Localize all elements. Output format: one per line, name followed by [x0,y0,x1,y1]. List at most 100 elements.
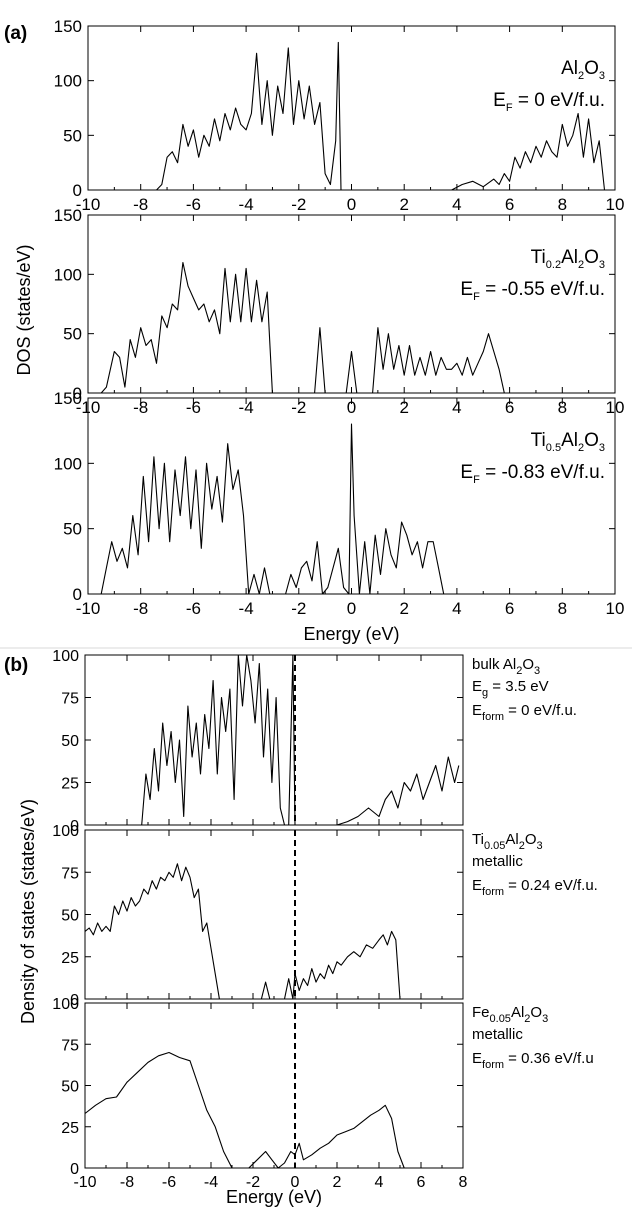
material-label-part: O [530,1004,542,1021]
x-tick-label: -8 [120,1174,134,1191]
material-label-part: Al [561,247,578,268]
y-tick-label: 100 [54,454,82,473]
plot-frame [87,214,616,394]
y-tick-label: 25 [61,776,79,793]
x-tick-label: -10 [76,195,101,214]
y-tick-label: 0 [73,585,82,604]
x-tick-label: 8 [558,195,567,214]
material-label-part: 3 [599,70,605,82]
y-tick-label: 150 [54,17,82,36]
x-tick-label: 2 [399,599,408,618]
material-label: Ti0.2Al2O3 [531,247,605,271]
fermi-energy-label-part: = -0.83 eV/f.u. [480,462,605,483]
x-tick-label: 4 [452,195,461,214]
x-tick-label: -2 [291,398,306,417]
fermi-energy-label-part: F [506,102,513,114]
property-label-part: = 3.5 eV [488,678,548,695]
y-tick-label: 75 [61,691,79,708]
material-label-part: 2 [524,1013,530,1025]
x-tick-label: 6 [505,195,514,214]
material-label: bulk Al2O3 [472,656,540,677]
x-tick-label: -10 [73,1174,96,1191]
formation-energy-label: Eform = 0.24 eV/f.u. [472,877,598,898]
y-tick-label: 0 [70,992,79,1009]
y-tick-label: 0 [70,1161,79,1178]
x-tick-label: -8 [133,195,148,214]
dos-series-line [100,261,510,394]
y-tick-label: 50 [63,325,82,344]
x-tick-label: -6 [186,398,201,417]
panel-b-label: (b) [4,655,28,676]
material-label-part: 0.05 [484,840,505,852]
property-label: metallic [472,853,523,870]
y-tick-label: 50 [63,520,82,539]
x-tick-label: 4 [452,398,461,417]
y-tick-label: 25 [61,1120,79,1137]
property-label-part: metallic [472,853,523,870]
fermi-energy-label: EF = -0.83 eV/f.u. [460,462,605,486]
material-label-part: Ti [531,247,546,268]
property-label-part: metallic [472,1026,523,1043]
fermi-energy-label-part: E [460,279,473,300]
formation-energy-label: Eform = 0 eV/f.u. [472,702,577,723]
plot-frame [84,829,464,1000]
x-tick-label: 0 [347,398,356,417]
fermi-energy-label-part: F [473,291,480,303]
formation-energy-label-part: form [482,886,504,898]
material-label: Fe0.05Al2O3 [472,1004,548,1025]
x-tick-label: 6 [505,599,514,618]
material-label-part: 3 [599,442,605,454]
x-tick-label: -2 [291,599,306,618]
x-tick-label: -4 [239,599,254,618]
material-label: Al2O3 [561,58,605,82]
property-label: metallic [472,1026,523,1043]
dos-series-line [84,863,401,1000]
material-label-part: 2 [578,259,584,271]
x-tick-label: -10 [76,599,101,618]
material-label-part: O [584,247,599,268]
dos-series-line [141,654,460,826]
material-label: Ti0.5Al2O3 [531,430,605,454]
x-tick-label: 0 [347,195,356,214]
material-label-part: 2 [519,840,525,852]
fermi-energy-label: EF = 0 eV/f.u. [493,90,605,114]
x-tick-label: 2 [333,1174,342,1191]
y-tick-label: 0 [70,818,79,835]
y-tick-label: 0 [73,384,82,403]
formation-energy-label-part: form [482,711,504,723]
material-label-part: 2 [516,665,522,677]
x-tick-label: -8 [133,599,148,618]
x-tick-label: 10 [606,195,625,214]
material-label-part: O [522,656,534,673]
formation-energy-label-part: E [472,1050,482,1067]
y-tick-label: 0 [73,181,82,200]
y-tick-label: 75 [61,1037,79,1054]
dos-panel: -10 -8 -6 -4 -2 0 2 4 6 8 10050100150Ti0.5Al2O3EF … [54,389,625,618]
material-label-part: 0.5 [546,442,561,454]
formation-energy-label-part: E [472,877,482,894]
formation-energy-label: Eform = 0.36 eV/f.u [472,1050,594,1071]
material-label-part: 3 [599,259,605,271]
material-label-part: Fe [472,1004,490,1021]
y-tick-label: 50 [61,908,79,925]
formation-energy-label-part: = 0.24 eV/f.u. [504,877,598,894]
y-tick-label: 150 [54,389,82,408]
x-tick-label: -2 [246,1174,260,1191]
x-tick-label: 0 [347,599,356,618]
material-label-part: Al [511,1004,524,1021]
property-label-part: E [472,678,482,695]
formation-energy-label-part: form [482,1059,504,1071]
formation-energy-label-part: E [472,702,482,719]
y-tick-label: 100 [52,996,79,1013]
material-label-part: 3 [537,840,543,852]
x-axis-title: Energy (eV) [226,1187,322,1207]
material-label: Ti0.05Al2O3 [472,831,543,852]
fermi-energy-label: EF = -0.55 eV/f.u. [460,279,605,303]
x-tick-label: 0 [291,1174,300,1191]
